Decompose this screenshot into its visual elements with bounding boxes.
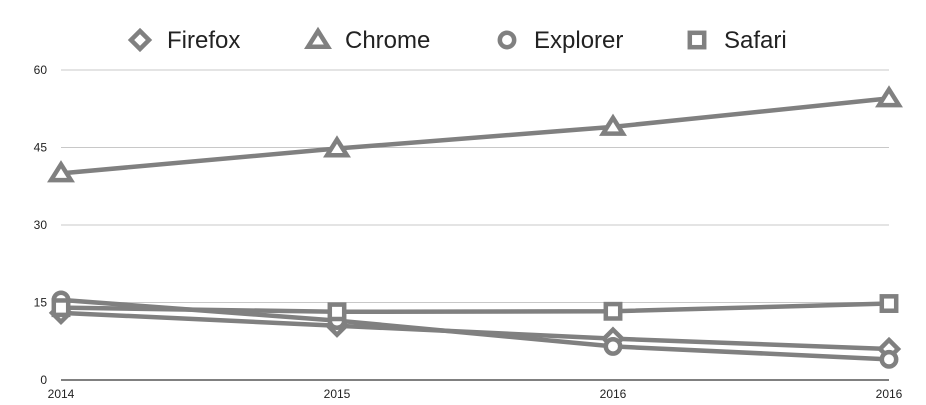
series-lines xyxy=(47,85,903,369)
x-tick-label: 2015 xyxy=(324,387,351,401)
y-tick-label: 0 xyxy=(40,373,47,387)
x-tick-label: 2016 xyxy=(600,387,627,401)
data-point-triangle xyxy=(599,113,627,136)
series-line xyxy=(60,310,890,352)
legend-diamond-icon xyxy=(127,27,153,53)
y-tick-label: 60 xyxy=(34,63,48,77)
legend-item-explorer: Explorer xyxy=(497,27,623,54)
data-point-triangle xyxy=(323,135,351,158)
y-tick-label: 30 xyxy=(34,218,48,232)
axes: 0 15 30 45 60 2014 2015 2016 2016 xyxy=(34,63,903,401)
data-point-square xyxy=(879,294,899,313)
grid-lines xyxy=(61,69,889,303)
data-point-triangle xyxy=(875,85,903,108)
legend-label: Chrome xyxy=(345,27,430,54)
legend-label: Explorer xyxy=(534,27,623,54)
series-safari xyxy=(51,294,899,322)
series-chrome xyxy=(47,85,903,183)
data-point-circle xyxy=(603,336,623,356)
data-point-triangle xyxy=(47,160,75,183)
legend-item-firefox: Firefox xyxy=(127,27,240,54)
series-explorer xyxy=(51,290,899,369)
data-point-square xyxy=(51,298,71,318)
data-point-square xyxy=(327,302,347,322)
data-point-circle xyxy=(879,349,899,369)
legend: Firefox Chrome Explorer Safari xyxy=(127,26,787,54)
legend-triangle-icon xyxy=(304,26,332,49)
legend-item-chrome: Chrome xyxy=(304,26,430,54)
y-tick-label: 45 xyxy=(34,141,48,155)
x-tick-label: 2016 xyxy=(876,387,903,401)
legend-label: Safari xyxy=(724,27,787,54)
data-point-square xyxy=(603,301,623,321)
y-tick-label: 15 xyxy=(34,296,48,310)
legend-square-icon xyxy=(687,30,707,50)
legend-circle-icon xyxy=(497,30,517,50)
legend-label: Firefox xyxy=(167,27,240,54)
series-line xyxy=(60,301,890,315)
series-line xyxy=(60,96,890,176)
x-tick-label: 2014 xyxy=(48,387,75,401)
legend-item-safari: Safari xyxy=(687,27,787,54)
